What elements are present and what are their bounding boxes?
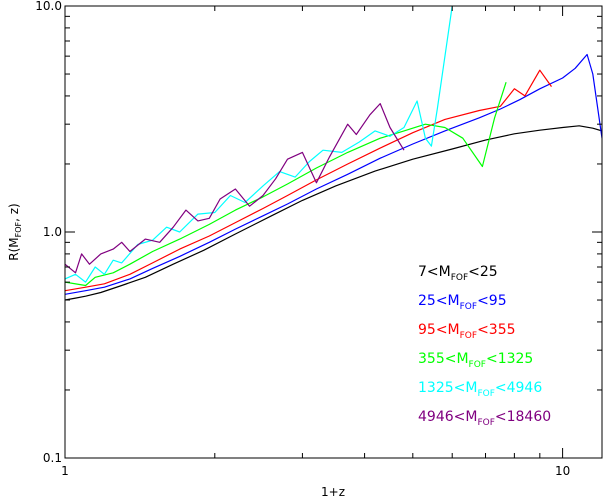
series-layer: [65, 6, 602, 301]
series-line-1: [65, 125, 602, 301]
y-tick-label: 1.0: [43, 225, 62, 239]
legend-entry-5: 1325<MFOF<4946: [418, 380, 542, 399]
series-line-2: [65, 53, 602, 295]
y-axis-label-tail: , z): [7, 203, 21, 222]
legend-entry-1: 7<MFOF<25: [418, 264, 498, 283]
y-tick-label: 10.0: [35, 0, 62, 13]
legend-entry-4: 355<MFOF<1325: [418, 351, 533, 370]
x-tick-label: 10: [555, 464, 570, 478]
legend-entry-6: 4946<MFOF<18460: [418, 409, 551, 428]
series-line-4: [65, 82, 507, 287]
x-tick-label: 1: [61, 464, 69, 478]
y-axis-label: R(MFOF, z): [7, 203, 23, 260]
series-line-6: [65, 102, 405, 274]
legend-entry-2: 25<MFOF<95: [418, 293, 507, 312]
series-line-3: [65, 69, 552, 292]
axis-layer: 1 10 0.1 1.0 10.0: [35, 0, 602, 478]
series-line-5: [65, 6, 453, 283]
y-axis-label-sub: FOF: [14, 221, 23, 237]
x-axis-label: 1+z: [321, 485, 345, 499]
legend-entry-3: 95<MFOF<355: [418, 322, 516, 341]
legend: 7<MFOF<25 25<MFOF<95 95<MFOF<355 355<MFOF<1…: [418, 264, 551, 428]
y-tick-label: 0.1: [43, 451, 62, 465]
y-axis-label-main: R(M: [7, 237, 21, 260]
